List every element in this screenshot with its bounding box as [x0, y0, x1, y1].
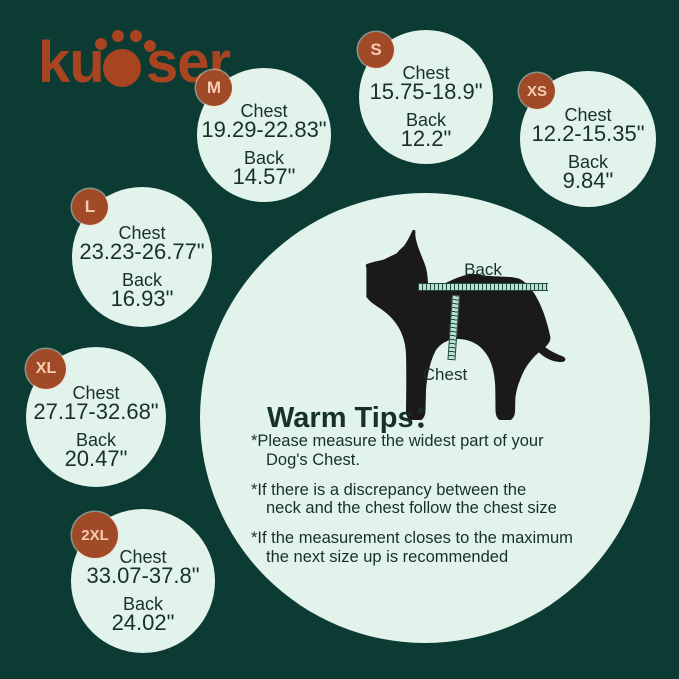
- svg-text:ku: ku: [38, 30, 104, 95]
